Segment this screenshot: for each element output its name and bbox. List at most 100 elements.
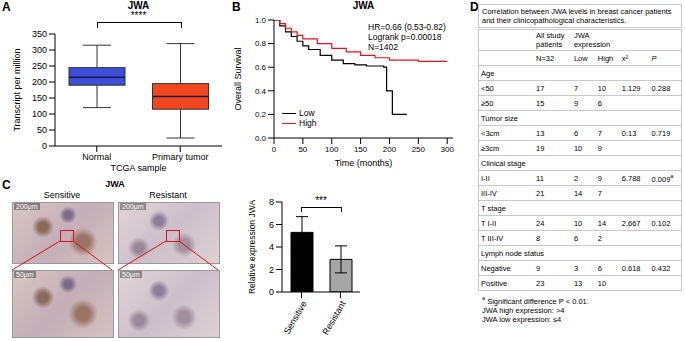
svg-text:0: 0	[272, 145, 277, 154]
svg-text:0: 0	[269, 287, 274, 297]
svg-text:Time (months): Time (months)	[335, 158, 393, 168]
svg-text:100: 100	[325, 145, 339, 154]
html-text:B: B	[232, 0, 241, 14]
html-text:Negative: Negative	[481, 263, 511, 273]
html-text:19: 19	[536, 143, 545, 153]
html-text:10: 10	[573, 143, 583, 153]
html-text:6.788: 6.788	[621, 173, 641, 183]
svg-text:1.0: 1.0	[255, 16, 267, 25]
svg-text:Primary tumor: Primary tumor	[152, 152, 209, 162]
svg-text:250: 250	[412, 145, 426, 154]
html-text:≥3cm: ≥3cm	[481, 143, 500, 153]
html-text:<50: <50	[481, 83, 494, 93]
svg-text:150: 150	[32, 93, 47, 103]
svg-text:8: 8	[269, 197, 274, 207]
svg-text:350: 350	[32, 29, 47, 39]
html-text:III-IV: III-IV	[481, 188, 497, 198]
html-text:JWA: JWA	[127, 0, 150, 11]
html-text:21: 21	[536, 188, 545, 198]
svg-text:50: 50	[298, 145, 307, 154]
svg-text:300: 300	[441, 145, 455, 154]
svg-text:Sensitive: Sensitive	[282, 299, 309, 336]
html-text:N=1402: N=1402	[368, 42, 398, 52]
svg-text:100: 100	[32, 109, 47, 119]
svg-text:250: 250	[32, 61, 47, 71]
svg-text:150: 150	[354, 145, 368, 154]
html-text:200μm: 200μm	[122, 203, 144, 210]
html-text:JWA: JWA	[105, 179, 125, 189]
html-text:JWA low expression: ≤4: JWA low expression: ≤4	[482, 314, 562, 324]
html-text:I-II: I-II	[481, 173, 490, 183]
html-text:C: C	[2, 178, 11, 192]
html-text:Age: Age	[481, 68, 495, 78]
html-text:T I-II: T I-II	[481, 218, 497, 228]
html-text:0.288: 0.288	[651, 83, 671, 93]
html-text:13: 13	[573, 278, 583, 288]
html-text:Lymph node status: Lymph node status	[481, 248, 545, 258]
html-text:JWA high expression: >4: JWA high expression: >4	[482, 305, 565, 315]
svg-text:Resistant: Resistant	[320, 299, 348, 337]
html-text:0.102: 0.102	[651, 218, 671, 228]
html-text:High: High	[597, 53, 614, 63]
svg-text:300: 300	[32, 45, 47, 55]
html-text:High: High	[299, 118, 317, 128]
svg-text:0.0: 0.0	[255, 134, 267, 143]
html-text:<3cm: <3cm	[481, 128, 500, 138]
svg-text:200: 200	[383, 145, 397, 154]
svg-text:50: 50	[37, 125, 47, 135]
html-text:TCGA sample: TCGA sample	[110, 163, 167, 173]
html-text:23: 23	[536, 278, 545, 288]
svg-text:0.4: 0.4	[255, 87, 267, 96]
html-text:JWA expression: JWA expression	[573, 31, 611, 49]
html-text:≥50: ≥50	[481, 98, 494, 108]
html-text:1.129: 1.129	[621, 83, 641, 93]
html-text:HR=0.66 (0.53-0.82): HR=0.66 (0.53-0.82)	[368, 22, 446, 32]
svg-text:6: 6	[269, 220, 274, 230]
html-text:A: A	[2, 0, 11, 14]
html-text:200μm: 200μm	[16, 203, 38, 210]
html-text:0.13: 0.13	[621, 128, 637, 138]
svg-text:0.8: 0.8	[255, 39, 267, 48]
svg-text:0.6: 0.6	[255, 63, 267, 72]
html-text:Logrank p=0.00018: Logrank p=0.00018	[368, 32, 442, 42]
svg-text:Transcript per million: Transcript per million	[12, 48, 22, 131]
html-text:15: 15	[536, 98, 545, 108]
svg-text:Relative expression JWA: Relative expression JWA	[247, 200, 257, 294]
svg-text:2: 2	[269, 265, 274, 275]
html-text:0.432: 0.432	[651, 263, 671, 273]
html-text:11: 11	[536, 173, 544, 183]
svg-text:Normal: Normal	[82, 152, 111, 162]
html-text:13: 13	[536, 128, 545, 138]
html-text:Tumor size: Tumor size	[481, 113, 518, 123]
html-text:2.667: 2.667	[621, 218, 641, 228]
html-text:Resistant: Resistant	[149, 190, 187, 200]
html-text:Clinical stage: Clinical stage	[481, 158, 526, 168]
html-text:JWA: JWA	[352, 0, 375, 11]
html-text:0.618: 0.618	[621, 263, 641, 273]
html-text:aSignificant difference P < 0.: aSignificant difference P < 0.01.	[482, 295, 589, 306]
html-text:D Correlation between JWA leve: D Correlation between JWA levels in brea…	[470, 0, 672, 25]
html-text:0.719: 0.719	[651, 128, 671, 138]
html-text:All study patients: All study patients	[536, 31, 565, 49]
html-text:10: 10	[597, 83, 607, 93]
html-text:10: 10	[573, 218, 583, 228]
svg-text:Overall Survival: Overall Survival	[233, 47, 243, 110]
html-text:0.009a: 0.009a	[651, 173, 674, 184]
html-text:Positive: Positive	[481, 278, 508, 288]
html-text:T III-IV: T III-IV	[481, 233, 504, 243]
html-text:14: 14	[573, 188, 583, 198]
html-text:Low: Low	[573, 53, 588, 63]
svg-text:4: 4	[269, 242, 274, 252]
html-text:N=32: N=32	[536, 53, 555, 63]
svg-text:0: 0	[42, 141, 47, 151]
html-text:14: 14	[597, 218, 607, 228]
html-text:24: 24	[536, 218, 545, 228]
html-text:T stage: T stage	[481, 203, 506, 213]
html-text:Sensitive: Sensitive	[43, 190, 81, 200]
html-text:10: 10	[597, 278, 607, 288]
svg-text:200: 200	[32, 77, 47, 87]
html-text:50μm: 50μm	[16, 271, 34, 278]
svg-text:0.2: 0.2	[255, 110, 267, 119]
html-text:Low: Low	[299, 108, 315, 118]
html-text:17: 17	[536, 83, 545, 93]
